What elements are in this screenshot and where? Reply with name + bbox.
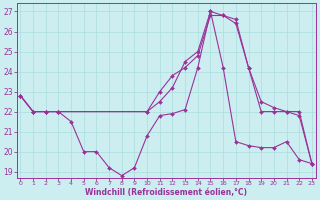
X-axis label: Windchill (Refroidissement éolien,°C): Windchill (Refroidissement éolien,°C) [85,188,247,197]
